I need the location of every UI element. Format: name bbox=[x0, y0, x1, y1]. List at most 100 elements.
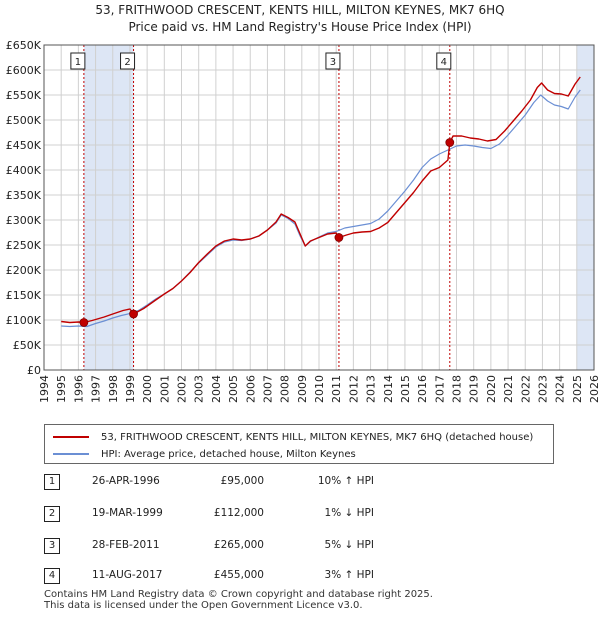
y-tick-label: £600K bbox=[6, 64, 42, 77]
sale-hpi-diff: 5% ↓ HPI bbox=[324, 539, 374, 551]
sale-marker-box bbox=[325, 52, 341, 70]
sale-price: £95,000 bbox=[220, 475, 264, 487]
sale-marker-box bbox=[70, 52, 86, 70]
x-tick-label: 2017 bbox=[433, 375, 446, 403]
y-tick-label: £350K bbox=[6, 189, 42, 202]
plot-frame bbox=[43, 44, 595, 371]
x-tick-label: 2023 bbox=[536, 375, 549, 403]
y-tick-label: £450K bbox=[6, 139, 42, 152]
sale-marker-label: 2 bbox=[124, 57, 130, 68]
sale-marker-labels: 1 2 3 4 bbox=[70, 52, 452, 70]
x-tick-label: 2001 bbox=[158, 375, 171, 403]
sale-hpi-diff: 1% ↓ HPI bbox=[324, 507, 374, 519]
x-tick-label: 2012 bbox=[347, 375, 360, 403]
sale-marker-box bbox=[120, 52, 136, 70]
x-tick-label: 1997 bbox=[90, 375, 103, 403]
sale-marker-label: 4 bbox=[441, 57, 447, 68]
x-tick-label: 2024 bbox=[554, 375, 567, 403]
x-tick-label: 2022 bbox=[519, 375, 532, 403]
sale-point bbox=[129, 309, 138, 319]
sale-point bbox=[79, 318, 89, 327]
footer-line-1: Contains HM Land Registry data © Crown c… bbox=[44, 589, 433, 600]
sale-marker-box bbox=[436, 52, 452, 70]
x-tick-label: 2005 bbox=[227, 375, 240, 403]
sale-date: 11-AUG-2017 bbox=[92, 569, 163, 581]
x-tick-label: 2000 bbox=[141, 375, 154, 403]
sale-point bbox=[334, 233, 344, 242]
title-line-1: 53, FRITHWOOD CRESCENT, KENTS HILL, MILT… bbox=[95, 3, 505, 17]
x-tick-label: 2019 bbox=[468, 375, 481, 403]
legend-label-hpi: HPI: Average price, detached house, Milt… bbox=[101, 448, 356, 460]
x-tick-label: 2020 bbox=[485, 375, 498, 403]
x-tick-label: 2004 bbox=[210, 375, 223, 403]
y-tick-label: £0 bbox=[27, 364, 41, 377]
sale-marker-label: 3 bbox=[330, 57, 336, 68]
x-tick-label: 1998 bbox=[107, 375, 120, 403]
shaded-range bbox=[576, 45, 594, 370]
legend-label-property: 53, FRITHWOOD CRESCENT, KENTS HILL, MILT… bbox=[101, 431, 534, 443]
sale-number-badge: 2 bbox=[44, 506, 60, 522]
sale-row: 3 28-FEB-2011 £265,000 5% ↓ HPI bbox=[44, 538, 464, 556]
property-price-line bbox=[61, 76, 581, 324]
legend-item-property: 53, FRITHWOOD CRESCENT, KENTS HILL, MILT… bbox=[53, 429, 533, 445]
x-tick-label: 2011 bbox=[330, 375, 343, 403]
x-tick-label: 2008 bbox=[279, 375, 292, 403]
y-tick-label: £400K bbox=[6, 164, 42, 177]
sale-date: 19-MAR-1999 bbox=[92, 507, 163, 519]
y-tick-label: £200K bbox=[6, 264, 42, 277]
footer-line-2: This data is licensed under the Open Gov… bbox=[44, 600, 363, 611]
sale-vertical-lines bbox=[83, 45, 451, 370]
sale-row: 4 11-AUG-2017 £455,000 3% ↑ HPI bbox=[44, 568, 464, 586]
sale-hpi-diff: 3% ↑ HPI bbox=[324, 569, 374, 581]
x-tick-label: 1994 bbox=[38, 375, 51, 403]
x-tick-label: 2010 bbox=[313, 375, 326, 403]
sale-price: £112,000 bbox=[213, 507, 264, 519]
y-tick-label: £300K bbox=[6, 214, 42, 227]
y-axis-ticks: £0 £50K £100K £150K £200K £250K £300K £350K £400… bbox=[6, 39, 42, 377]
sale-points bbox=[79, 138, 455, 327]
x-tick-label: 2007 bbox=[261, 375, 274, 403]
sale-number-badge: 3 bbox=[44, 538, 60, 554]
series-lines bbox=[61, 76, 581, 328]
sale-price: £265,000 bbox=[213, 539, 264, 551]
y-tick-label: £250K bbox=[6, 239, 42, 252]
legend-item-hpi: HPI: Average price, detached house, Milt… bbox=[53, 446, 356, 462]
x-tick-label: 2014 bbox=[382, 375, 395, 403]
y-tick-label: £100K bbox=[6, 314, 42, 327]
sale-point bbox=[445, 138, 455, 147]
x-tick-label: 2006 bbox=[244, 375, 257, 403]
x-tick-label: 2025 bbox=[571, 375, 584, 403]
attribution-footer: Contains HM Land Registry data © Crown c… bbox=[44, 589, 433, 611]
sale-number-badge: 1 bbox=[44, 474, 60, 490]
chart-title: 53, FRITHWOOD CRESCENT, KENTS HILL, MILT… bbox=[0, 2, 600, 36]
x-tick-label: 2002 bbox=[176, 375, 189, 403]
x-tick-label: 2003 bbox=[193, 375, 206, 403]
x-tick-label: 2018 bbox=[451, 375, 464, 403]
y-tick-label: £50K bbox=[13, 339, 42, 352]
x-tick-label: 1996 bbox=[72, 375, 85, 403]
x-tick-label: 2015 bbox=[399, 375, 412, 403]
x-tick-label: 1995 bbox=[55, 375, 68, 403]
y-tick-label: £650K bbox=[6, 39, 42, 52]
x-tick-label: 2013 bbox=[365, 375, 378, 403]
sale-date: 26-APR-1996 bbox=[92, 475, 160, 487]
y-tick-label: £500K bbox=[6, 114, 42, 127]
sale-price: £455,000 bbox=[213, 569, 264, 581]
x-tick-label: 1999 bbox=[124, 375, 137, 403]
title-line-2: Price paid vs. HM Land Registry's House … bbox=[128, 20, 472, 34]
x-tick-label: 2009 bbox=[296, 375, 309, 403]
x-tick-label: 2026 bbox=[588, 375, 600, 403]
y-tick-label: £150K bbox=[6, 289, 42, 302]
sale-date: 28-FEB-2011 bbox=[92, 539, 160, 551]
x-tick-label: 2021 bbox=[502, 375, 515, 403]
legend-swatch-property bbox=[53, 436, 89, 438]
sale-marker-label: 1 bbox=[75, 57, 81, 68]
y-tick-label: £550K bbox=[6, 89, 42, 102]
sale-hpi-diff: 10% ↑ HPI bbox=[317, 475, 374, 487]
legend: 53, FRITHWOOD CRESCENT, KENTS HILL, MILT… bbox=[44, 424, 554, 464]
hpi-line bbox=[61, 89, 581, 328]
x-axis-ticks: 1994 1995 1996 1997 1998 1999 2000 2001 2002 2003… bbox=[38, 375, 600, 403]
x-tick-label: 2016 bbox=[416, 375, 429, 403]
legend-swatch-hpi bbox=[53, 453, 89, 455]
sale-number-badge: 4 bbox=[44, 568, 60, 584]
